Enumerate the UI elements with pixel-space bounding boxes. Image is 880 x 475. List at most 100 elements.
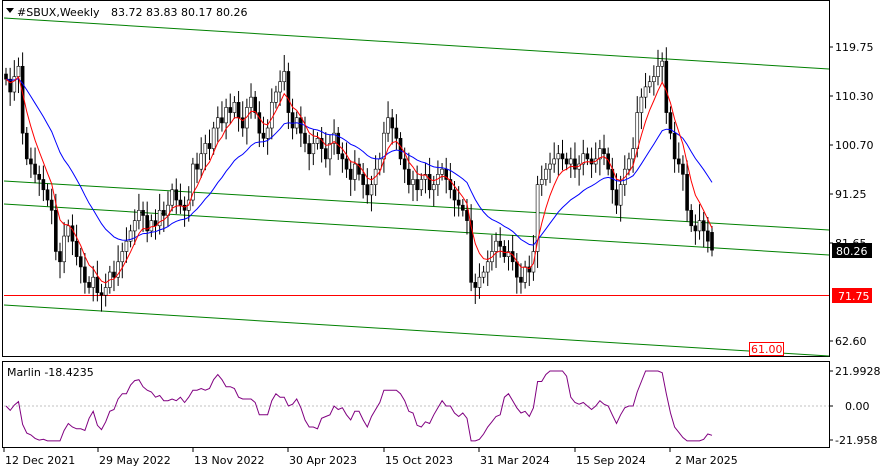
candle-body <box>232 102 237 113</box>
candle-body <box>315 138 320 144</box>
candle-body <box>494 240 498 252</box>
candle-body <box>564 158 569 165</box>
candle-body <box>149 220 154 232</box>
candle-body <box>37 174 42 180</box>
candle-body <box>307 143 311 155</box>
candle-body <box>103 287 108 296</box>
candle-body <box>269 102 274 129</box>
candle-body <box>585 153 590 160</box>
level-price-box <box>832 288 872 303</box>
candle-body <box>124 240 129 252</box>
candle-body <box>66 225 71 237</box>
price-tick-label: 91.25 <box>835 188 867 201</box>
candle-body <box>498 240 503 247</box>
candle-body <box>24 132 29 160</box>
candle-body <box>415 179 419 191</box>
candle-body <box>33 163 37 175</box>
candle-body <box>361 174 365 185</box>
candle-body <box>274 91 278 103</box>
triangle-down-icon[interactable] <box>6 8 14 13</box>
candle-body <box>261 132 266 139</box>
candle-body <box>249 96 253 108</box>
candle-body <box>357 163 361 175</box>
candle-body <box>286 71 291 113</box>
time-tick-label: 29 May 2022 <box>99 454 171 467</box>
candle-body <box>290 112 295 129</box>
candle-body <box>506 251 511 257</box>
current-price-box <box>832 243 872 258</box>
time-tick-label: 2 Mar 2025 <box>675 454 738 467</box>
candle-body <box>676 158 681 165</box>
candle-body <box>390 117 395 129</box>
time-tick-label: 15 Sep 2024 <box>576 454 646 467</box>
candle-body <box>369 184 374 196</box>
candle-body <box>257 112 262 134</box>
candle-body <box>382 132 386 160</box>
candle-body <box>647 81 652 88</box>
indicator-tick-label: 21.9928 <box>835 365 880 378</box>
candle-body <box>668 112 673 134</box>
candle-body <box>560 153 565 160</box>
candle-body <box>589 158 594 165</box>
time-tick-label: 12 Dec 2021 <box>5 454 75 467</box>
candle-body <box>519 276 523 283</box>
current-price-label: 80.26 <box>836 245 868 258</box>
candle-body <box>170 189 174 206</box>
channel-line-bottom <box>3 304 830 357</box>
candle-body <box>660 60 664 67</box>
candle-body <box>573 158 577 170</box>
candle-body <box>174 189 179 201</box>
candle-body <box>128 230 133 242</box>
candle-body <box>236 102 241 119</box>
candle-body <box>120 251 125 263</box>
candle-body <box>602 148 606 155</box>
candle-body <box>701 220 706 232</box>
candle-body <box>211 127 216 149</box>
candle-body <box>145 215 149 232</box>
candle-body <box>224 107 228 124</box>
indicator-title: Marlin -18.4235 <box>7 366 94 379</box>
candle-body <box>344 158 349 170</box>
candle-body <box>340 153 345 160</box>
symbol-label: #SBUX,Weekly <box>17 6 100 19</box>
candle-body <box>635 112 640 149</box>
time-tick-label: 30 Apr 2023 <box>289 454 357 467</box>
candle-body <box>618 184 623 206</box>
time-axis: 12 Dec 2021 29 May 2022 13 Nov 2022 30 A… <box>3 448 738 467</box>
candle-body <box>178 199 183 206</box>
candle-body <box>627 158 631 170</box>
slow-ma-line <box>5 78 713 246</box>
candle-body <box>216 117 220 129</box>
candle-body <box>606 153 610 170</box>
channel-line-top <box>3 17 830 70</box>
price-axis: 119.75 110.30 100.70 91.25 81.65 62.60 <box>829 41 874 348</box>
candle-body <box>141 210 145 216</box>
candle-body <box>78 256 83 268</box>
indicator-axis: 21.9928 0.00 -21.958 <box>829 365 880 447</box>
candle-body <box>253 96 257 113</box>
candle-body <box>8 78 12 93</box>
candle-body <box>91 276 96 288</box>
candle-body <box>568 158 573 165</box>
fast-ma-line <box>5 75 713 284</box>
candle-body <box>137 210 141 221</box>
candle-body <box>45 189 50 201</box>
candle-body <box>477 276 482 288</box>
candle-body <box>386 117 390 134</box>
candle-body <box>332 132 336 144</box>
candle-body <box>95 276 100 293</box>
candle-body <box>456 199 461 206</box>
indicator-tick-label: -21.958 <box>835 434 877 447</box>
time-tick-label: 15 Oct 2023 <box>385 454 453 467</box>
candle-body <box>319 138 324 149</box>
candle-body <box>473 282 478 288</box>
candle-body <box>539 179 544 185</box>
candle-body <box>203 143 208 155</box>
candle-body <box>440 168 444 175</box>
level-price-label: 71.75 <box>838 290 870 303</box>
candle-body <box>527 266 532 273</box>
candle-body <box>87 282 91 288</box>
candle-body <box>16 65 21 77</box>
